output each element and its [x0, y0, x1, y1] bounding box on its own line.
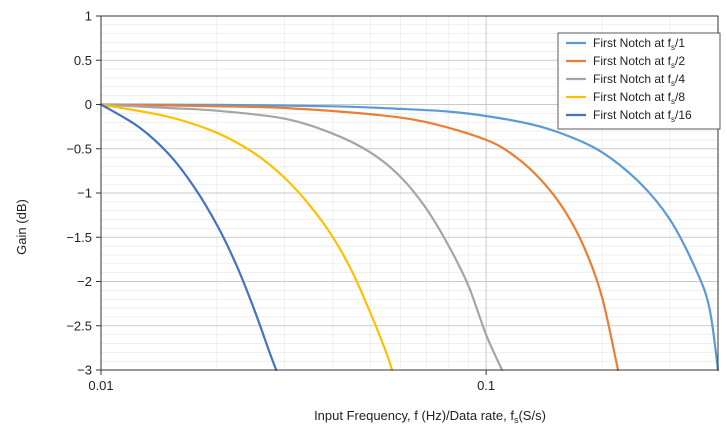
series-line-1: [99, 103, 720, 372]
legend-label-3: First Notch at fs/4: [593, 72, 685, 88]
legend-label-1: First Notch at fs/1: [593, 36, 685, 52]
x-axis-label-main: Input Frequency, f (Hz)/Data rate, f: [314, 408, 514, 423]
series-line-4: [99, 103, 394, 372]
series-line-3: [99, 103, 504, 372]
x-axis-label-subscript: s: [514, 415, 519, 425]
y-tick-label: −2.5: [66, 318, 92, 333]
y-tick-label: −1: [77, 186, 92, 201]
y-tick-label: −1.5: [66, 230, 92, 245]
x-axis-label-tail: (S/s): [518, 408, 545, 423]
legend: First Notch at fs/1 First Notch at fs/2 Fi…: [557, 32, 721, 130]
legend-label-4: First Notch at fs/8: [593, 90, 685, 106]
y-tick-label: −2: [77, 274, 92, 289]
x-tick-label: 0.1: [477, 378, 495, 393]
y-tick-label: 0: [85, 97, 92, 112]
x-axis-label: Input Frequency, f (Hz)/Data rate, fs(S/…: [314, 408, 546, 425]
series-lines: [99, 103, 720, 372]
legend-box: [557, 32, 721, 130]
axis-ticks: 1 0.5 0 −0.5 −1 −1.5 −2 −2.5 −30.01 0.1: [66, 9, 495, 394]
series-line-2: [99, 103, 620, 372]
legend-label-5: First Notch at fs/16: [593, 108, 692, 124]
series-line-5: [99, 103, 278, 372]
legend-label-2: First Notch at fs/2: [593, 54, 685, 70]
y-tick-label: −3: [77, 363, 92, 378]
y-tick-label: 0.5: [74, 53, 92, 68]
y-tick-label: 1: [85, 9, 92, 24]
y-axis-label: Gain (dB): [14, 199, 29, 255]
y-tick-label: −0.5: [66, 141, 92, 156]
x-tick-label: 0.01: [88, 378, 113, 393]
